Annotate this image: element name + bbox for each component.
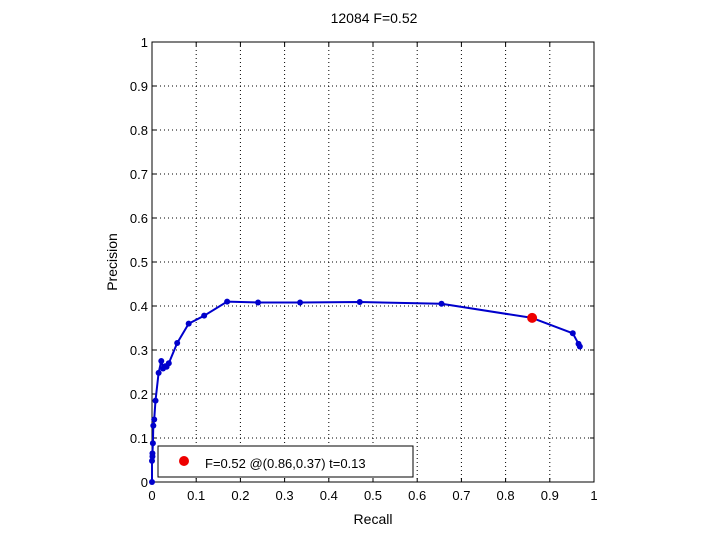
data-point bbox=[149, 440, 156, 447]
y-tick-label: 0.9 bbox=[130, 79, 148, 94]
data-point bbox=[158, 358, 165, 364]
legend: F=0.52 @(0.86,0.37) t=0.13 bbox=[157, 445, 414, 478]
data-point bbox=[297, 299, 304, 306]
plot-area: 0 0.1 0.2 0.3 0.4 0.5 0.6 0.7 0.8 0.9 1 0 0.1 0.2 0.3… bbox=[130, 35, 598, 503]
x-tick-label: 1 bbox=[590, 488, 597, 503]
x-tick-label: 0.8 bbox=[497, 488, 515, 503]
data-point bbox=[149, 453, 156, 460]
y-tick-label: 0.1 bbox=[130, 431, 148, 446]
data-point bbox=[155, 369, 162, 376]
best-f-point bbox=[527, 312, 538, 323]
y-tick-label: 0.2 bbox=[130, 387, 148, 402]
chart-title: 12084 F=0.52 bbox=[331, 10, 418, 26]
data-point bbox=[185, 320, 192, 327]
x-tick-label: 0.7 bbox=[452, 488, 470, 503]
x-tick-label: 0.6 bbox=[408, 488, 426, 503]
x-tick-label: 0.4 bbox=[320, 488, 338, 503]
data-point bbox=[174, 339, 181, 346]
y-tick-label: 0.3 bbox=[130, 343, 148, 358]
x-tick-label: 0 bbox=[148, 488, 155, 503]
y-tick-label: 0 bbox=[141, 475, 148, 490]
x-tick-label: 0.1 bbox=[187, 488, 205, 503]
data-point bbox=[255, 299, 262, 306]
data-point bbox=[149, 479, 155, 485]
x-tick-label: 0.2 bbox=[231, 488, 249, 503]
grid-lines bbox=[152, 42, 594, 482]
data-point bbox=[152, 397, 159, 404]
x-tick-label: 0.3 bbox=[276, 488, 294, 503]
data-point bbox=[151, 416, 158, 423]
legend-marker bbox=[179, 456, 189, 466]
y-tick-label: 0.8 bbox=[130, 123, 148, 138]
legend-box bbox=[157, 445, 414, 478]
data-point bbox=[224, 298, 231, 305]
y-axis-tick-labels: 0 0.1 0.2 0.3 0.4 0.5 0.6 0.7 0.8 0.9 1 bbox=[130, 35, 148, 490]
data-point bbox=[569, 330, 576, 337]
best-f-marker bbox=[527, 312, 538, 323]
x-tick-label: 0.5 bbox=[364, 488, 382, 503]
x-axis-tick-labels: 0 0.1 0.2 0.3 0.4 0.5 0.6 0.7 0.8 0.9 1 bbox=[148, 488, 597, 503]
y-tick-label: 0.5 bbox=[130, 255, 148, 270]
data-point bbox=[150, 422, 157, 429]
data-point bbox=[160, 365, 167, 372]
data-point bbox=[438, 300, 445, 307]
x-tick-label: 0.9 bbox=[541, 488, 559, 503]
data-point bbox=[149, 457, 155, 464]
legend-label: F=0.52 @(0.86,0.37) t=0.13 bbox=[205, 456, 366, 471]
data-point bbox=[201, 312, 208, 319]
y-tick-label: 0.4 bbox=[130, 299, 148, 314]
y-tick-label: 1 bbox=[141, 35, 148, 50]
data-point bbox=[575, 340, 582, 347]
y-tick-label: 0.7 bbox=[130, 167, 148, 182]
y-axis-title: Precision bbox=[104, 233, 120, 291]
x-axis-title: Recall bbox=[354, 511, 393, 527]
y-tick-label: 0.6 bbox=[130, 211, 148, 226]
data-point bbox=[356, 299, 363, 306]
series-precision-recall bbox=[149, 298, 583, 485]
